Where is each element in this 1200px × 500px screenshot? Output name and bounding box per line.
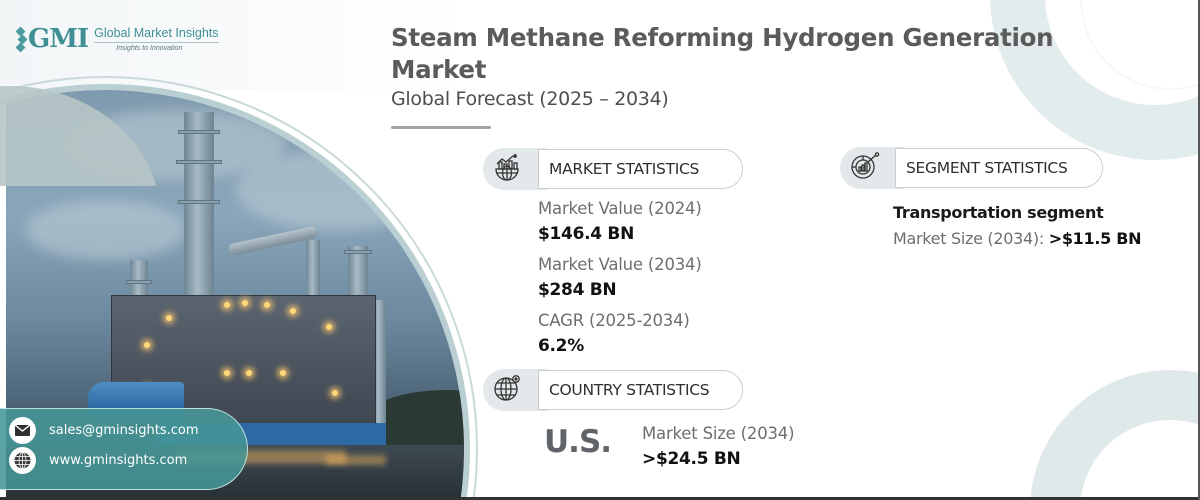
brand-tagline: Insights to Innovation [116,45,183,52]
title-divider [391,126,491,129]
page-subtitle: Global Forecast (2025 – 2034) [391,88,669,110]
country-statistics-icon-bg [483,369,547,411]
market-statistics-label-box: MARKET STATISTICS [538,149,743,189]
page-title: Steam Methane Reforming Hydrogen Generat… [391,23,1054,84]
website-row[interactable]: www.gminsights.com [9,447,187,474]
globe-pin-icon [493,374,521,406]
globe-icon [9,447,36,474]
segment-metric-label: Market Size (2034): [893,229,1044,248]
segment-name: Transportation segment [893,203,1104,222]
header-fade [0,0,470,90]
logo-mark: GMI [15,24,89,54]
country-metric-label: Market Size (2034) [642,424,795,443]
brand-name: Global Market Insights [94,26,219,43]
envelope-icon [9,417,36,444]
right-border [1198,0,1200,500]
cagr-label: CAGR (2025-2034) [538,311,690,330]
country-statistics-label: COUNTRY STATISTICS [549,381,710,399]
country-statistics-label-box: COUNTRY STATISTICS [538,370,743,410]
market-value-2034-label: Market Value (2034) [538,255,702,274]
gmi-logo[interactable]: GMI Global Market Insights Insights to I… [15,24,219,54]
logo-diamonds-icon [15,26,28,53]
market-statistics-icon-bg [483,148,547,190]
email-row[interactable]: sales@gminsights.com [9,417,199,444]
logo-text: Global Market Insights Insights to Innov… [94,26,219,52]
segment-statistics-label: SEGMENT STATISTICS [906,159,1068,177]
chart-globe-icon [493,153,521,185]
contact-panel: sales@gminsights.com www.gminsights.com [0,408,248,490]
segment-metric: Market Size (2034): >$11.5 BN [893,229,1142,248]
segment-metric-value: >$11.5 BN [1048,229,1142,248]
market-value-2024-label: Market Value (2024) [538,199,702,218]
decorative-arc-bottom-right [1030,370,1200,500]
email-link[interactable]: sales@gminsights.com [49,423,199,438]
market-value-2024-value: $146.4 BN [538,224,635,244]
target-chart-icon [850,152,880,184]
market-statistics-label: MARKET STATISTICS [549,160,700,178]
segment-statistics-icon-bg [840,147,904,189]
website-link[interactable]: www.gminsights.com [49,453,188,468]
segment-statistics-label-box: SEGMENT STATISTICS [895,148,1103,188]
country-metric-value: >$24.5 BN [642,449,741,469]
country-code: U.S. [544,424,612,460]
logo-letters: GMI [28,24,89,54]
cagr-value: 6.2% [538,336,584,356]
bottom-border [0,497,1200,500]
market-value-2034-value: $284 BN [538,280,617,300]
